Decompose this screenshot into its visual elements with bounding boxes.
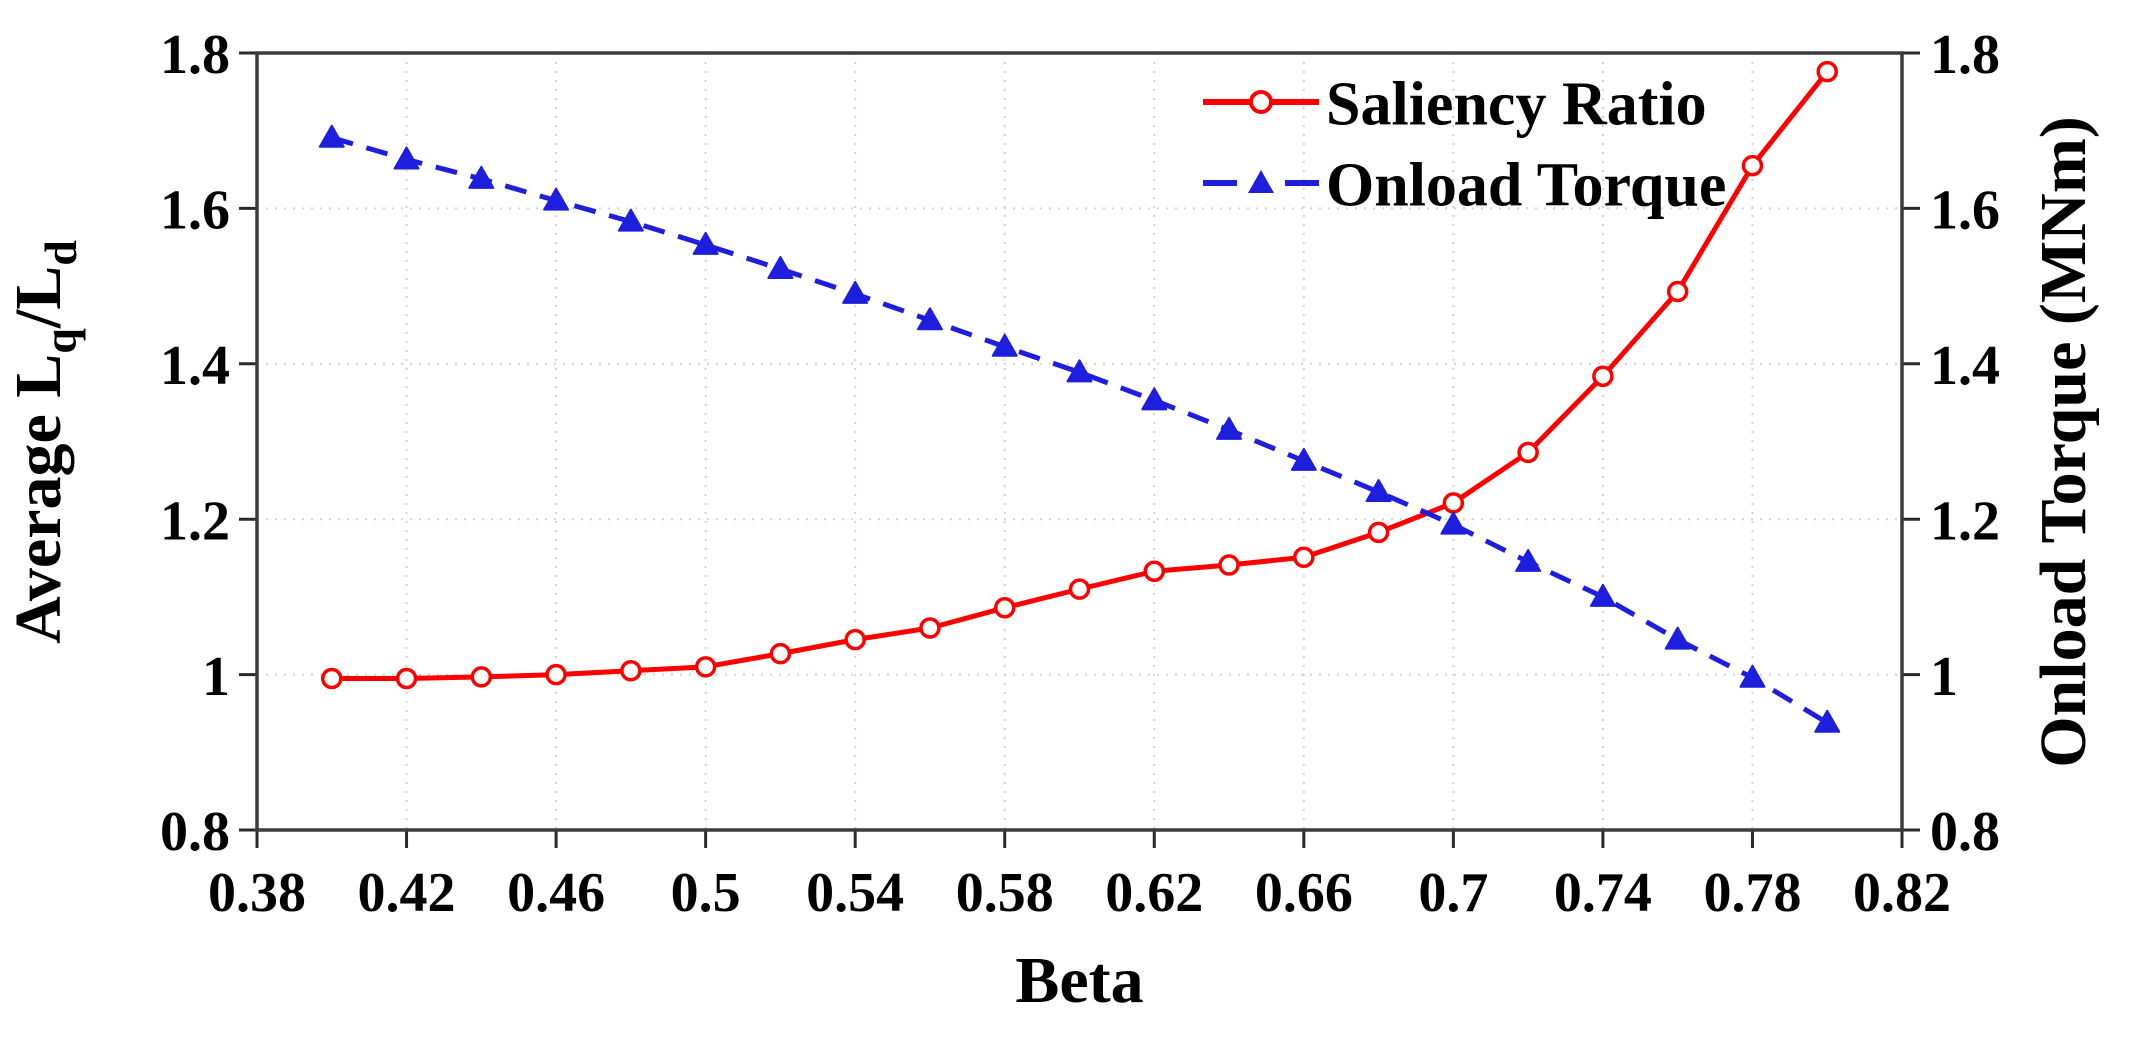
legend-circle-marker-icon — [1249, 90, 1273, 114]
tick-labels: 0.38 0.42 0.46 0.5 0.54 0.58 0.62 0.66 0.7 0.74 0.… — [160, 24, 2000, 924]
left-y-tick-label: 1.4 — [160, 335, 230, 397]
onload-torque-marker — [617, 208, 644, 232]
onload-torque-marker — [543, 187, 570, 211]
onload-torque-marker — [1141, 387, 1168, 411]
x-tick-label: 0.38 — [208, 862, 306, 924]
right-y-axis-title: Onload Torque (MNm) — [2027, 116, 2100, 768]
saliency-ratio-marker — [1143, 560, 1166, 583]
legend-item-onload-torque: Onload Torque — [1203, 151, 1726, 219]
x-tick-label: 0.42 — [358, 862, 456, 924]
onload-torque-marker — [767, 256, 794, 280]
left-y-tick-label: 1 — [202, 646, 230, 708]
x-tick-label: 0.54 — [806, 862, 904, 924]
saliency-ratio-marker — [1517, 441, 1539, 464]
onload-torque-marker — [842, 280, 869, 304]
saliency-ratio-marker — [470, 666, 493, 688]
right-y-tick-label: 1.4 — [1930, 335, 2000, 397]
right-y-tick-label: 1.2 — [1930, 490, 2000, 552]
onload-torque-marker — [1814, 709, 1841, 733]
saliency-ratio-marker — [1741, 154, 1764, 177]
saliency-ratio-marker — [1666, 280, 1689, 303]
onload-torque-marker — [1664, 626, 1691, 650]
legend-label: Saliency Ratio — [1326, 70, 1707, 138]
onload-torque-marker — [1290, 447, 1317, 471]
right-y-tick-label: 1 — [1930, 646, 1958, 708]
saliency-ratio-marker — [769, 642, 792, 665]
gridlines — [257, 53, 1902, 830]
onload-torque-marker — [393, 146, 420, 170]
saliency-ratio-marker — [1068, 578, 1091, 600]
left-y-axis-title: Average Lq/Ld — [2, 240, 86, 644]
plot-box — [255, 51, 1904, 832]
saliency-ratio-marker — [844, 628, 866, 651]
saliency-ratio-marker — [395, 667, 418, 690]
left-y-tick-label: 0.8 — [160, 801, 230, 863]
saliency-ratio-marker — [1816, 60, 1838, 83]
saliency-ratio-marker — [1293, 546, 1315, 569]
x-tick-label: 0.78 — [1703, 862, 1801, 924]
saliency-ratio-marker — [1592, 365, 1614, 387]
x-axis-title: Beta — [1015, 944, 1143, 1017]
saliency-ratio-marker — [321, 667, 343, 690]
onload-torque-marker — [1365, 479, 1392, 503]
x-tick-label: 0.58 — [956, 862, 1054, 924]
x-tick-label: 0.7 — [1418, 862, 1488, 924]
saliency-ratio-marker — [1218, 554, 1240, 576]
saliency-ratio-marker — [545, 663, 567, 686]
series-saliency-ratio — [321, 60, 1838, 690]
saliency-ratio-marker — [694, 656, 717, 678]
saliency-ratio-marker — [1442, 492, 1465, 514]
left-y-tick-label: 1.8 — [160, 24, 230, 86]
series-onload-torque — [318, 124, 1841, 733]
onload-torque-marker — [1440, 511, 1467, 535]
axis-ticks — [239, 51, 1920, 848]
right-y-tick-label: 0.8 — [1930, 801, 2000, 863]
x-tick-label: 0.74 — [1554, 862, 1652, 924]
onload-torque-marker — [991, 333, 1018, 357]
onload-torque-marker — [916, 307, 943, 331]
saliency-ratio-marker — [919, 617, 941, 639]
legend-triangle-marker-icon — [1248, 170, 1274, 193]
right-y-tick-label: 1.8 — [1930, 24, 2000, 86]
onload-torque-marker — [692, 231, 719, 255]
x-tick-label: 0.5 — [671, 862, 741, 924]
x-tick-label: 0.82 — [1853, 862, 1951, 924]
right-y-tick-label: 1.6 — [1930, 180, 2000, 242]
left-y-tick-label: 1.2 — [160, 490, 230, 552]
legend: Saliency Ratio Onload Torque — [1203, 70, 1726, 219]
saliency-ratio-marker — [1367, 521, 1390, 544]
legend-item-saliency-ratio: Saliency Ratio — [1203, 70, 1707, 138]
onload-torque-marker — [318, 124, 345, 148]
x-tick-label: 0.62 — [1105, 862, 1203, 924]
onload-torque-marker — [1216, 416, 1243, 440]
onload-torque-line — [331, 135, 1829, 725]
onload-torque-marker — [1589, 583, 1616, 607]
onload-torque-marker — [468, 165, 495, 189]
left-y-tick-label: 1.6 — [160, 180, 230, 242]
legend-label: Onload Torque — [1326, 151, 1726, 219]
onload-torque-marker — [1515, 548, 1542, 572]
saliency-ratio-marker — [620, 659, 642, 682]
x-tick-label: 0.46 — [507, 862, 605, 924]
saliency-ratio-marker — [993, 597, 1016, 619]
onload-torque-marker — [1066, 359, 1093, 383]
onload-torque-marker — [1739, 664, 1766, 688]
x-tick-label: 0.66 — [1255, 862, 1353, 924]
